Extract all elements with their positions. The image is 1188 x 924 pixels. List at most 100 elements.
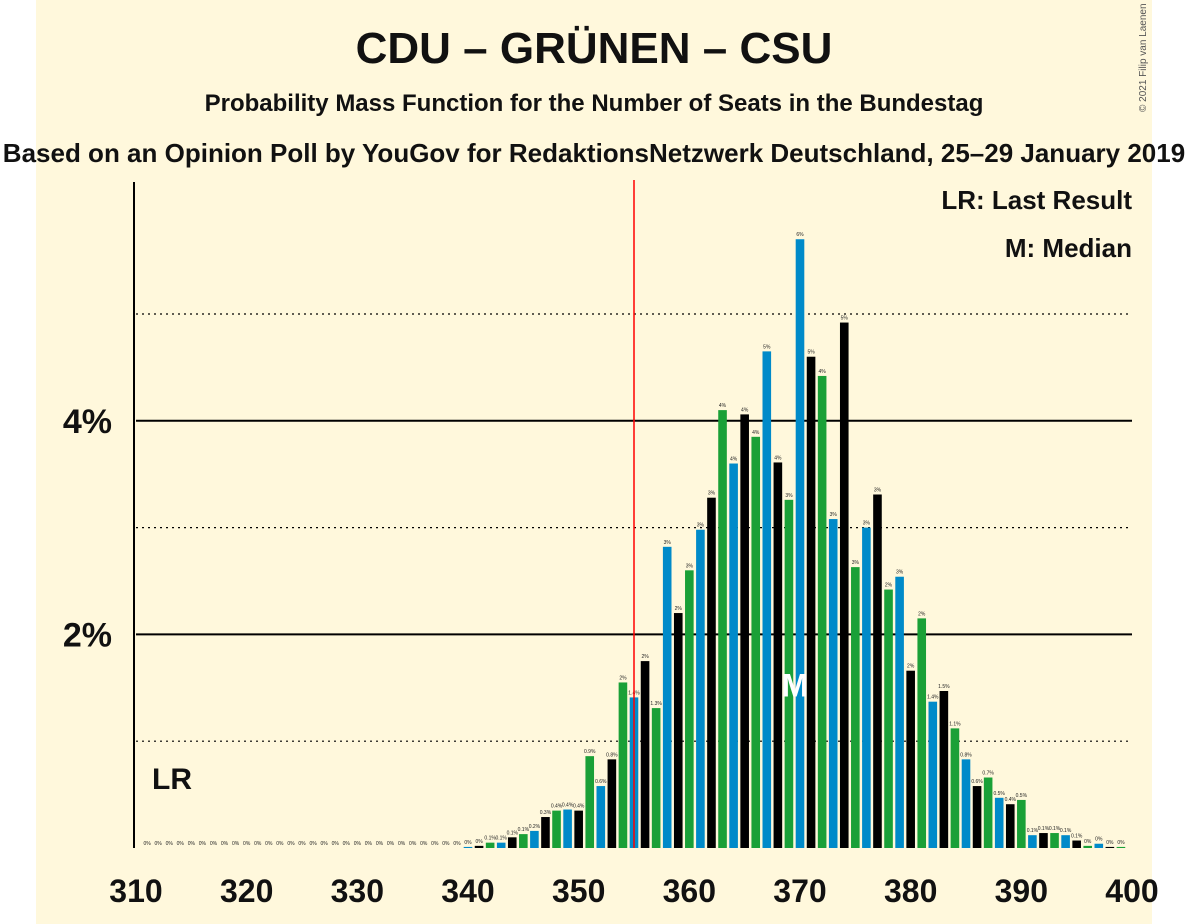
bar-value-label: 0.4% xyxy=(551,804,563,810)
bar xyxy=(828,519,838,848)
bar xyxy=(519,834,528,848)
bar xyxy=(906,670,915,848)
bar-value-label: 3% xyxy=(874,487,882,493)
bar-value-label: 2% xyxy=(675,606,683,612)
bar xyxy=(795,239,805,849)
bar-value-label: 5% xyxy=(807,350,815,356)
bar xyxy=(696,529,705,848)
bar xyxy=(851,567,860,848)
bar-value-label: 0% xyxy=(431,841,439,847)
bar-value-label: 4% xyxy=(741,407,749,413)
last-result-marker: LR xyxy=(152,763,192,796)
bar xyxy=(817,375,827,848)
bar-value-label: 0% xyxy=(442,841,450,847)
bar xyxy=(895,576,904,848)
bar-value-label: 0% xyxy=(1117,840,1125,846)
bar xyxy=(806,356,816,848)
bar xyxy=(729,463,738,848)
y-tick-label: 2% xyxy=(63,616,112,654)
legend-last-result: LR: Last Result xyxy=(941,185,1132,215)
bar-value-label: 3% xyxy=(830,512,838,518)
bar xyxy=(983,777,993,848)
bar-value-label: 0.1% xyxy=(507,830,519,836)
bar xyxy=(640,661,650,848)
bar-value-label: 0% xyxy=(332,841,340,847)
bar xyxy=(496,842,506,848)
bar xyxy=(1116,846,1126,848)
bar xyxy=(994,797,1004,848)
bar-value-label: 0% xyxy=(409,841,417,847)
bar xyxy=(541,817,550,848)
bar-value-label: 0% xyxy=(420,841,428,847)
bar-value-label: 4% xyxy=(719,403,727,409)
bar xyxy=(574,810,583,848)
bar-value-label: 0.1% xyxy=(1049,826,1061,832)
bar-value-label: 0.4% xyxy=(562,803,574,809)
bar-value-label: 2% xyxy=(641,654,649,660)
bars xyxy=(463,239,1126,849)
x-tick-label: 390 xyxy=(995,873,1048,909)
bar xyxy=(1105,846,1115,848)
bar xyxy=(662,546,672,848)
bar-value-label: 0% xyxy=(321,841,329,847)
bar-value-label: 2% xyxy=(885,583,893,589)
bar-value-label: 0% xyxy=(177,841,185,847)
bar xyxy=(585,756,595,848)
bar-value-label: 0.6% xyxy=(971,779,983,785)
bar xyxy=(773,462,783,848)
bar xyxy=(530,830,539,848)
bar xyxy=(607,759,617,848)
bar-value-label: 4% xyxy=(819,369,827,375)
bar-value-label: 0.1% xyxy=(1071,834,1083,840)
bar-value-label: 3% xyxy=(863,521,871,527)
bar-value-label: 6% xyxy=(796,232,804,238)
bar-value-label: 0% xyxy=(453,841,461,847)
bar-value-label: 5% xyxy=(763,344,771,350)
bar-value-label: 0% xyxy=(1106,840,1114,846)
bar-value-label: 4% xyxy=(752,430,760,436)
chart-title: CDU – GRÜNEN – CSU xyxy=(355,24,833,73)
x-tick-label: 360 xyxy=(663,873,716,909)
bar xyxy=(873,494,882,848)
bar xyxy=(751,436,761,848)
bar xyxy=(862,527,871,848)
x-tick-label: 380 xyxy=(884,873,937,909)
bar xyxy=(507,837,517,848)
bar-value-label: 4% xyxy=(730,457,738,463)
bar xyxy=(651,708,661,848)
bar xyxy=(972,786,982,848)
bar xyxy=(961,759,971,848)
bar xyxy=(839,322,849,848)
bar xyxy=(563,809,572,848)
bar-value-label: 0.1% xyxy=(1060,828,1072,834)
bar xyxy=(1061,835,1070,848)
bar-value-label: 0.8% xyxy=(960,752,972,758)
bar xyxy=(685,570,694,848)
legend-median: M: Median xyxy=(1005,233,1132,263)
bar-value-label: 3% xyxy=(896,570,904,576)
bar-value-label: 0.4% xyxy=(1005,797,1017,803)
bar-value-label: 1.4% xyxy=(927,695,939,701)
bar xyxy=(1005,804,1015,848)
bar-value-label: 0.3% xyxy=(540,810,552,816)
chart-subtitle: Probability Mass Function for the Number… xyxy=(204,90,984,117)
bar xyxy=(552,810,561,848)
bar-value-label: 1.3% xyxy=(650,701,662,707)
x-tick-label: 340 xyxy=(441,873,494,909)
bar-value-label: 0.1% xyxy=(518,827,530,833)
bar xyxy=(718,410,727,848)
bar-value-label: 3% xyxy=(708,491,716,497)
bar-value-label: 0.7% xyxy=(982,771,994,777)
bar xyxy=(1017,799,1026,848)
bar-value-label: 0% xyxy=(243,841,251,847)
bar xyxy=(762,351,772,848)
bar-value-label: 0% xyxy=(309,841,317,847)
bar xyxy=(463,846,473,848)
bar-value-label: 0.5% xyxy=(1016,793,1028,799)
bar-value-label: 3% xyxy=(852,560,860,566)
bar-value-label: 0.6% xyxy=(595,779,607,785)
bar-value-label: 0% xyxy=(232,841,240,847)
bar-value-label: 2% xyxy=(918,611,926,617)
bar xyxy=(939,691,949,848)
